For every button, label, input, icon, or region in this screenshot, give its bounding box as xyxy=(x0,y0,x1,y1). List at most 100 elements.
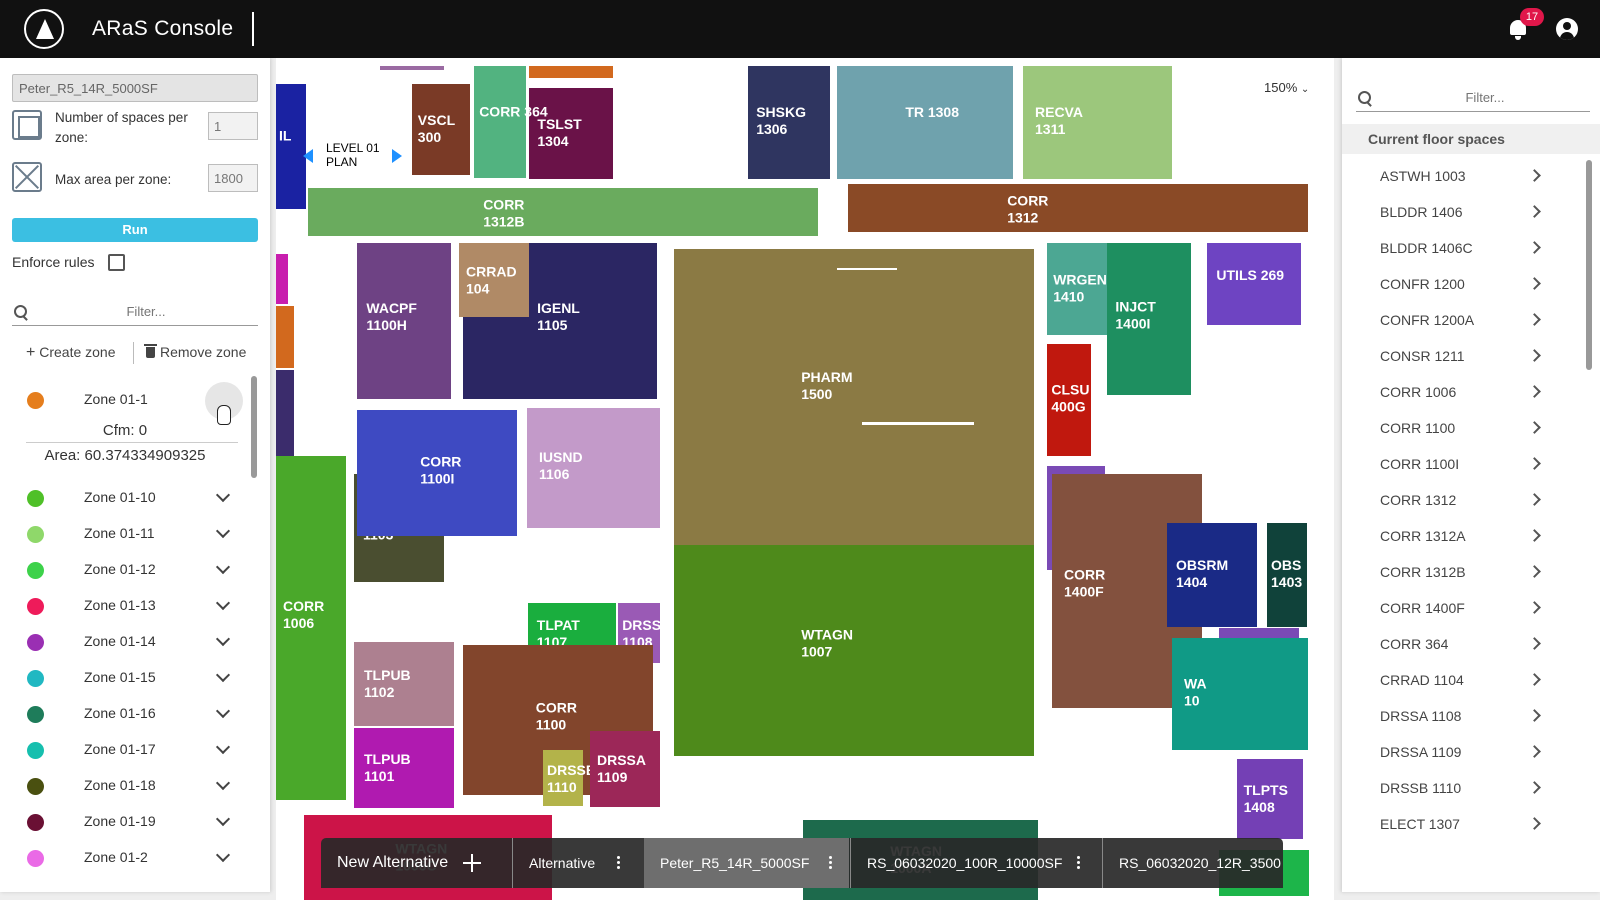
more-vert-icon[interactable] xyxy=(1077,856,1081,870)
account-icon[interactable] xyxy=(1556,18,1578,40)
more-vert-icon[interactable] xyxy=(829,856,833,870)
space-item[interactable]: DRSSA 1108 xyxy=(1342,698,1582,734)
space-item[interactable]: CONSR 1211 xyxy=(1342,338,1582,374)
room-shape[interactable] xyxy=(354,728,454,808)
space-item[interactable]: DRSSA 1109 xyxy=(1342,734,1582,770)
room-shape[interactable] xyxy=(1023,66,1172,179)
space-item[interactable]: CORR 1100 xyxy=(1342,410,1582,446)
zone-item[interactable]: Zone 01-13 xyxy=(0,588,250,624)
zone-item[interactable]: Zone 01-10 xyxy=(0,480,250,516)
room-shape[interactable] xyxy=(848,184,1308,232)
run-button[interactable]: Run xyxy=(12,218,258,242)
space-filter-input[interactable] xyxy=(1380,86,1590,108)
chevron-down-icon[interactable] xyxy=(215,739,231,755)
room-shape[interactable] xyxy=(412,84,470,175)
space-item[interactable]: CORR 1312B xyxy=(1342,554,1582,590)
zone-item[interactable]: Zone 01-2 xyxy=(0,840,250,876)
chevron-down-icon[interactable] xyxy=(215,847,231,863)
room-shape[interactable] xyxy=(1172,638,1308,750)
room[interactable]: TR 1308 xyxy=(837,66,1013,179)
spaces-per-zone-input[interactable] xyxy=(208,112,258,140)
room[interactable]: CORR 364 xyxy=(474,66,548,178)
space-item[interactable]: CORR 1312A xyxy=(1342,518,1582,554)
floor-plan-svg[interactable]: WTAGN1007PHARM1500IGENL1105WACPF1100HCOR… xyxy=(276,58,1334,900)
space-item[interactable]: BLDDR 1406C xyxy=(1342,230,1582,266)
space-item[interactable]: ELECT 1307 xyxy=(1342,806,1582,842)
previous-level-icon[interactable] xyxy=(303,149,313,163)
zone-item[interactable]: Zone 01-12 xyxy=(0,552,250,588)
space-item[interactable]: CORR 1312 xyxy=(1342,482,1582,518)
tab-peter-r5[interactable]: Peter_R5_14R_5000SF xyxy=(644,838,849,888)
tab-rs-12r[interactable]: RS_06032020_12R_3500 xyxy=(1103,838,1283,888)
room-shape[interactable] xyxy=(837,66,1013,179)
zone-item[interactable]: Zone 01-17 xyxy=(0,732,250,768)
room[interactable]: UTILS 269 xyxy=(1207,243,1301,325)
room-shape[interactable] xyxy=(276,456,346,800)
room-shape[interactable] xyxy=(1167,523,1257,627)
chevron-down-icon[interactable] xyxy=(215,775,231,791)
chevron-down-icon[interactable] xyxy=(215,811,231,827)
zone-item-expanded[interactable]: Zone 01-1 xyxy=(0,382,250,420)
room-shape[interactable] xyxy=(748,66,830,179)
room-shape[interactable] xyxy=(1107,243,1191,395)
zone-item[interactable]: Zone 01-19 xyxy=(0,804,250,840)
room-shape[interactable] xyxy=(1237,759,1303,839)
enforce-rules-checkbox[interactable] xyxy=(108,254,125,271)
zone-item[interactable]: Zone 01-18 xyxy=(0,768,250,804)
notification-bell-icon[interactable] xyxy=(1508,18,1528,40)
remove-zone-button[interactable]: Remove zone xyxy=(144,344,246,360)
space-item[interactable]: CONFR 1200 xyxy=(1342,266,1582,302)
next-level-icon[interactable] xyxy=(392,149,402,163)
zone-item[interactable]: Zone 01-14 xyxy=(0,624,250,660)
room-shape[interactable] xyxy=(354,642,454,726)
space-item[interactable]: ASTWH 1003 xyxy=(1342,158,1582,194)
more-vert-icon[interactable] xyxy=(617,856,621,870)
space-item[interactable]: DRSSB 1110 xyxy=(1342,770,1582,806)
chevron-down-icon[interactable] xyxy=(215,487,231,503)
room-shape[interactable] xyxy=(1047,243,1109,335)
room-shape[interactable] xyxy=(474,66,526,178)
room-shape[interactable] xyxy=(276,84,306,209)
tab-rs-100r[interactable]: RS_06032020_100R_10000SF xyxy=(851,838,1101,888)
chevron-down-icon[interactable] xyxy=(215,631,231,647)
max-area-input[interactable] xyxy=(208,164,258,192)
chevron-down-icon[interactable] xyxy=(215,523,231,539)
space-item[interactable]: CRRAD 1104 xyxy=(1342,662,1582,698)
chevron-down-icon[interactable] xyxy=(215,667,231,683)
room-shape[interactable] xyxy=(1207,243,1301,325)
zone-item[interactable]: Zone 01-15 xyxy=(0,660,250,696)
new-alternative-button[interactable]: New Alternative xyxy=(321,838,511,888)
space-item[interactable]: BLDDR 1406 xyxy=(1342,194,1582,230)
zone-list-scrollbar[interactable] xyxy=(251,376,257,478)
chevron-down-icon[interactable] xyxy=(215,595,231,611)
room-shape[interactable] xyxy=(1267,523,1307,627)
room-shape[interactable] xyxy=(1047,344,1091,456)
tab-alternative[interactable]: Alternative xyxy=(513,838,643,888)
room[interactable]: IL xyxy=(276,84,306,209)
app-logo[interactable] xyxy=(24,9,64,49)
space-item[interactable]: CONFR 1200A xyxy=(1342,302,1582,338)
room-shape[interactable] xyxy=(590,731,660,807)
